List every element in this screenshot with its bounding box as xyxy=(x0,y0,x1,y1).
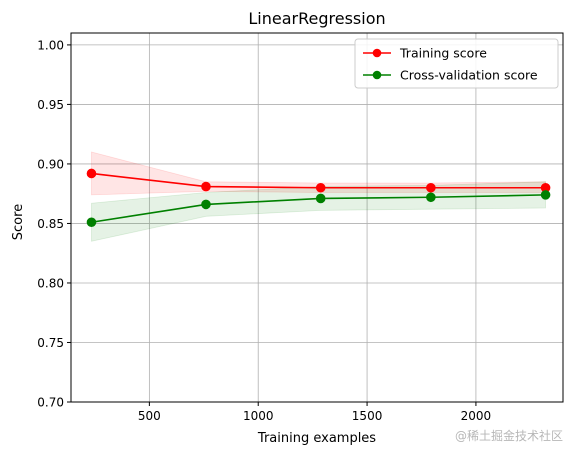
y-tick-label: 0.75 xyxy=(37,336,64,350)
x-tick-label: 500 xyxy=(138,409,161,423)
legend-marker xyxy=(372,70,382,80)
x-tick-label: 2000 xyxy=(461,409,492,423)
data-point xyxy=(540,190,551,200)
y-tick-label: 1.00 xyxy=(37,38,64,52)
data-point xyxy=(315,193,326,204)
data-point xyxy=(426,182,436,193)
y-tick-label: 0.70 xyxy=(37,396,64,410)
data-point xyxy=(201,199,211,210)
data-point xyxy=(201,181,211,192)
legend-box xyxy=(354,38,559,89)
legend-marker xyxy=(372,48,382,58)
data-point xyxy=(86,217,97,228)
y-tick-label: 0.80 xyxy=(37,276,64,290)
legend-label: Training score xyxy=(399,46,487,61)
axes-frame xyxy=(70,32,564,403)
legend-label: Cross-validation score xyxy=(400,68,538,83)
x-tick-label: 1500 xyxy=(352,409,383,423)
x-axis-label: Training examples xyxy=(257,431,376,446)
legend: Training score Cross-validation score xyxy=(354,38,559,89)
plot-background xyxy=(71,33,563,402)
y-axis-label: Score xyxy=(11,204,26,240)
y-tick-label: 0.90 xyxy=(37,157,64,171)
plot-area: 500 1000 1500 2000 0.70 0.75 0.80 0.85 0.90 0.95 1… xyxy=(37,32,564,423)
watermark: @稀土掘金技术社区 xyxy=(455,429,564,443)
data-point xyxy=(86,168,97,179)
chart-title: LinearRegression xyxy=(248,9,385,28)
data-point xyxy=(315,182,326,193)
y-tick-label: 0.85 xyxy=(37,217,64,231)
x-tick-label: 1000 xyxy=(243,409,274,423)
y-tick-label: 0.95 xyxy=(37,98,64,112)
data-point xyxy=(426,192,436,203)
